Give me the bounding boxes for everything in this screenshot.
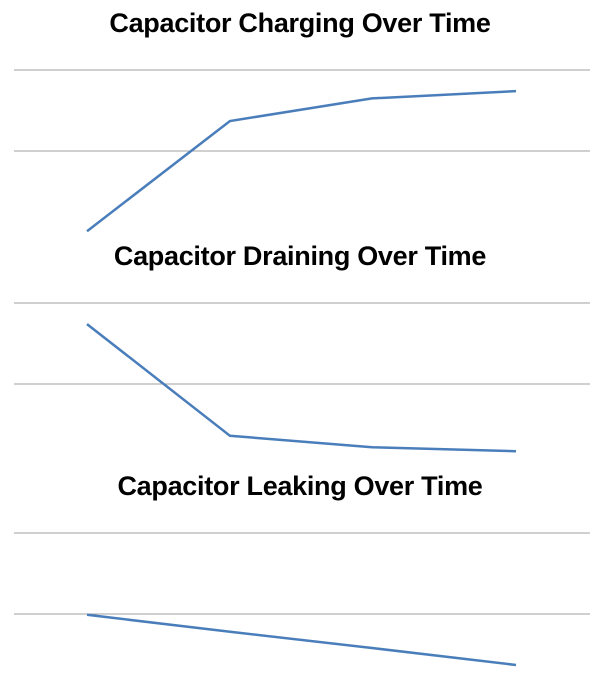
chart-title-charging: Capacitor Charging Over Time <box>109 8 491 38</box>
series-line <box>86 613 517 667</box>
series-line <box>86 323 517 453</box>
chart-title-draining: Capacitor Draining Over Time <box>113 241 487 271</box>
series-line <box>86 89 517 233</box>
chart-title-leaking: Capacitor Leaking Over Time <box>117 471 483 501</box>
